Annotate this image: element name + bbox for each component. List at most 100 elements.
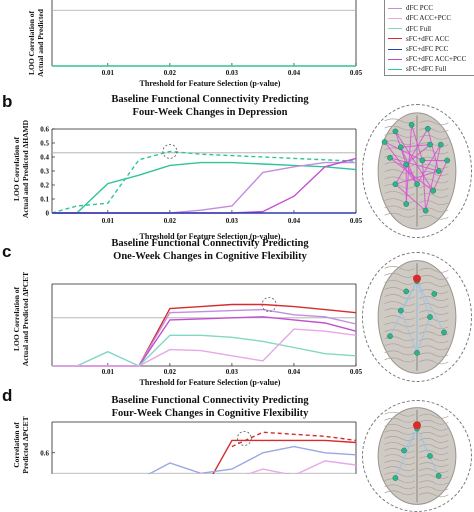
network-node xyxy=(414,181,420,188)
network-edge xyxy=(400,310,418,354)
brain-gyrus xyxy=(419,338,449,344)
legend-label: dFC Full xyxy=(406,24,432,33)
brain-gyrus xyxy=(384,466,416,471)
network-node xyxy=(403,161,410,168)
legend-label: dFC ACC xyxy=(406,0,434,2)
network-edge xyxy=(425,144,442,211)
network-node xyxy=(422,207,429,214)
brain-network-d xyxy=(362,400,472,512)
legend-swatch xyxy=(388,68,402,70)
y-tick-label: 0.1 xyxy=(40,196,49,204)
brain-gyrus xyxy=(419,303,449,308)
brain-gyrus xyxy=(419,120,449,126)
network-node xyxy=(387,154,393,161)
network-edge xyxy=(416,280,431,318)
brain-gyrus xyxy=(419,142,449,147)
network-node xyxy=(414,349,420,356)
brain-gyrus xyxy=(419,282,449,287)
network-edge xyxy=(384,141,418,185)
highlight-circle xyxy=(261,297,277,312)
brain-graph-c xyxy=(377,260,457,374)
network-node xyxy=(430,187,437,194)
brain-gyrus xyxy=(384,417,416,423)
brain-gyrus xyxy=(384,212,416,218)
network-edge xyxy=(416,316,431,354)
brain-gyrus xyxy=(384,411,416,417)
network-edge xyxy=(395,183,426,211)
x-tick-label: 0.05 xyxy=(350,69,363,77)
y-tick-label: 0.3 xyxy=(40,168,49,176)
network-node xyxy=(401,447,407,454)
brain-gyrus xyxy=(419,456,449,461)
brain-gyrus xyxy=(384,140,416,145)
series-line xyxy=(52,316,357,367)
network-node xyxy=(424,125,431,132)
network-node xyxy=(437,141,444,148)
legend-label: sFC+dFC ACC+PCC xyxy=(406,55,467,64)
y-axis-label-b: LOO Correlation of Actual and Predicted … xyxy=(12,119,30,219)
y-tick-label: 0.6 xyxy=(40,126,49,134)
network-edge xyxy=(394,128,429,185)
brain-gyrus xyxy=(419,468,449,473)
brain-gyrus xyxy=(384,294,416,299)
brain-gyrus xyxy=(419,268,449,273)
y-label-line1: LOO Correlation of xyxy=(27,10,36,76)
brain-gyrus xyxy=(384,329,416,335)
network-node xyxy=(444,157,451,164)
network-edge xyxy=(405,144,431,165)
x-tick-label: 0.02 xyxy=(164,69,177,77)
brain-gyrus xyxy=(419,310,449,315)
brain-gyrus xyxy=(384,454,416,459)
brain-gyrus xyxy=(419,425,449,431)
brain-gyrus xyxy=(419,359,449,365)
legend-item: dFC ACC+PCC xyxy=(385,13,474,23)
network-node xyxy=(397,307,404,314)
network-edge xyxy=(403,428,418,451)
x-tick-label: 0.01 xyxy=(102,69,115,77)
y-axis-label-a: LOO Correlation of Actual and Predicted xyxy=(4,8,64,78)
series-line xyxy=(52,334,357,367)
chart-panel-b: 0.01 0.02 0.03 0.04 0.05 0 0.1 0.2 0.3 0.4 0.5 0.6 xyxy=(40,126,363,226)
y-axis-label-c: LOO Correlation of Actual and Predicted … xyxy=(12,271,30,367)
x-tick-label: 0.02 xyxy=(164,368,177,376)
brain-graph-d xyxy=(377,407,457,505)
brain-gyrus xyxy=(419,214,449,220)
brain-gyrus xyxy=(419,200,449,206)
x-tick-label: 0.03 xyxy=(226,368,239,376)
network-edge xyxy=(400,147,418,185)
network-node xyxy=(387,333,393,340)
y-label-line2: Actual and Predicted xyxy=(36,9,45,77)
brain-gyrus xyxy=(384,343,416,349)
brain-gyrus xyxy=(384,205,416,211)
legend-label: dFC ACC+PCC xyxy=(406,14,451,23)
network-node xyxy=(408,121,415,128)
y-tick-label: 0.5 xyxy=(40,140,49,148)
brain-gyrus xyxy=(419,413,449,419)
brain-gyrus xyxy=(384,176,416,182)
brain-gyrus xyxy=(419,324,449,330)
brain-gyrus xyxy=(419,438,449,443)
network-edge xyxy=(395,170,439,185)
network-node xyxy=(381,139,388,145)
panel-letter-d: d xyxy=(2,386,13,405)
legend-label: sFC+dFC Full xyxy=(406,65,447,74)
network-edge xyxy=(416,428,440,477)
brain-gyrus xyxy=(384,301,416,306)
highlight-circle xyxy=(236,430,252,446)
x-tick-label: 0.05 xyxy=(350,217,363,225)
network-edge xyxy=(394,428,418,479)
x-axis-label-a: Threshold for Feature Selection (p-value… xyxy=(139,79,281,88)
legend-item: dFC PCC xyxy=(385,3,474,13)
network-node xyxy=(441,329,447,336)
seed-node xyxy=(413,421,421,430)
network-edge xyxy=(394,131,434,192)
brain-gyrus xyxy=(384,162,416,167)
y-tick-label: 0.6 xyxy=(40,449,49,457)
panel-a: 0.010.020.030.040.050.6 LOO Correlation … xyxy=(0,0,474,92)
brain-gyrus xyxy=(419,149,449,155)
legend-swatch xyxy=(388,48,402,50)
network-edge xyxy=(384,141,423,161)
chart-title-c: Baseline Functional Connectivity Predict… xyxy=(111,238,309,262)
network-node xyxy=(397,144,404,151)
brain-gyrus xyxy=(384,198,416,204)
